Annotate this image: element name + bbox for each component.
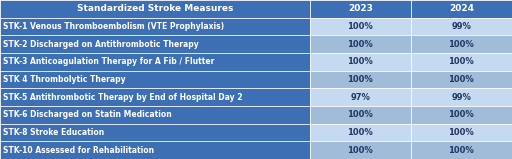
Bar [411, 106, 512, 124]
Text: STK-10 Assessed for Rehabilitation: STK-10 Assessed for Rehabilitation [3, 146, 154, 155]
Bar [310, 0, 411, 18]
Bar [310, 106, 411, 124]
Bar [0, 35, 310, 53]
Bar [310, 88, 411, 106]
Text: 100%: 100% [347, 128, 373, 137]
Text: 100%: 100% [449, 75, 474, 84]
Bar [411, 71, 512, 88]
Bar [0, 124, 310, 141]
Bar [0, 53, 310, 71]
Bar [310, 141, 411, 159]
Text: 100%: 100% [347, 57, 373, 66]
Text: STK-2 Discharged on Antithrombotic Therapy: STK-2 Discharged on Antithrombotic Thera… [3, 40, 199, 49]
Bar [0, 0, 310, 18]
Text: Standardized Stroke Measures: Standardized Stroke Measures [77, 4, 233, 13]
Bar [411, 88, 512, 106]
Bar [310, 18, 411, 35]
Bar [411, 35, 512, 53]
Text: 100%: 100% [347, 22, 373, 31]
Text: STK-6 Discharged on Statin Medication: STK-6 Discharged on Statin Medication [3, 110, 172, 119]
Text: 97%: 97% [350, 93, 370, 102]
Bar [411, 18, 512, 35]
Text: STK-8 Stroke Education: STK-8 Stroke Education [3, 128, 104, 137]
Bar [411, 53, 512, 71]
Text: 100%: 100% [347, 146, 373, 155]
Bar [310, 71, 411, 88]
Text: 100%: 100% [449, 40, 474, 49]
Text: 2023: 2023 [348, 4, 373, 13]
Text: 2024: 2024 [449, 4, 474, 13]
Bar [0, 106, 310, 124]
Text: 100%: 100% [347, 110, 373, 119]
Bar [0, 88, 310, 106]
Text: STK-5 Antithrombotic Therapy by End of Hospital Day 2: STK-5 Antithrombotic Therapy by End of H… [3, 93, 243, 102]
Bar [411, 141, 512, 159]
Text: 100%: 100% [449, 128, 474, 137]
Bar [411, 0, 512, 18]
Bar [0, 141, 310, 159]
Text: STK 4 Thrombolytic Therapy: STK 4 Thrombolytic Therapy [3, 75, 126, 84]
Bar [310, 53, 411, 71]
Text: 99%: 99% [452, 93, 471, 102]
Bar [310, 35, 411, 53]
Text: 100%: 100% [347, 75, 373, 84]
Text: 100%: 100% [449, 146, 474, 155]
Bar [0, 18, 310, 35]
Text: 100%: 100% [449, 110, 474, 119]
Text: STK-1 Venous Thromboembolism (VTE Prophylaxis): STK-1 Venous Thromboembolism (VTE Prophy… [3, 22, 224, 31]
Text: 100%: 100% [449, 57, 474, 66]
Bar [411, 124, 512, 141]
Text: STK-3 Anticoagulation Therapy for A Fib / Flutter: STK-3 Anticoagulation Therapy for A Fib … [3, 57, 215, 66]
Text: 100%: 100% [347, 40, 373, 49]
Bar [310, 124, 411, 141]
Text: 99%: 99% [452, 22, 471, 31]
Bar [0, 71, 310, 88]
